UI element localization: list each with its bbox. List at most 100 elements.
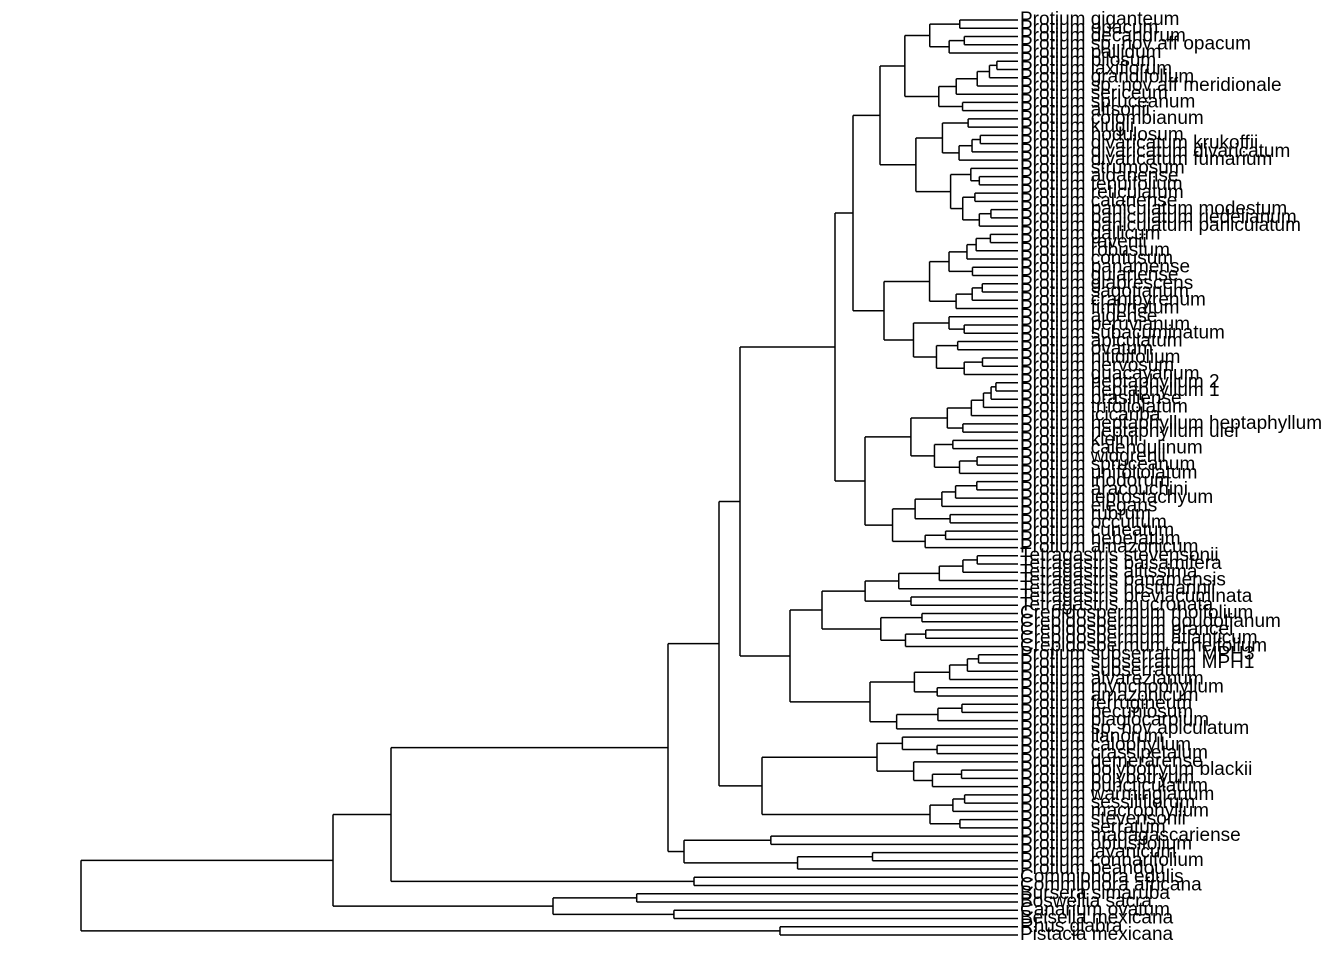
- tip-label: Tetragastris mucronata: [1020, 594, 1214, 615]
- tip-label: Protium rhynchophyllum: [1020, 677, 1224, 698]
- tip-label: Protium calophyllum: [1020, 734, 1191, 755]
- tip-label: Protium apiculatum: [1020, 331, 1183, 352]
- tip-label: Protium elegans: [1020, 495, 1157, 516]
- tip-label: Protium laxiflorum: [1020, 58, 1172, 79]
- tip-label: Protium pecuniosum: [1020, 701, 1193, 722]
- tip-label: Protium ravenii: [1020, 232, 1147, 253]
- tip-label: Rhus glabra: [1020, 916, 1123, 937]
- tip-label: Protium guacayanum: [1020, 363, 1200, 384]
- tip-label: Protium widgrenii: [1020, 446, 1166, 467]
- tip-label: Protium giganteum: [1020, 9, 1179, 30]
- tip-label: Protium connarifolium: [1020, 850, 1204, 871]
- tip-label: Crepidospermum atlanticum: [1020, 627, 1258, 648]
- tip-label: Protium polybotryum blackii: [1020, 759, 1252, 780]
- tip-label: Protium inodorum: [1020, 471, 1170, 492]
- tip-label: Protium heptaphyllum ulei: [1020, 421, 1239, 442]
- tip-label: Protium alvarezianum: [1020, 668, 1204, 689]
- tip-label: Protium ferrugineum: [1020, 693, 1192, 714]
- tip-label: Protium aidanense: [1020, 166, 1178, 187]
- tip-label: Protium altsonii: [1020, 100, 1150, 121]
- tip-label: Crepidospermum prancei: [1020, 619, 1233, 640]
- tip-label: Protium heptaphyllum heptaphyllum: [1020, 413, 1322, 434]
- tip-label: Tetragastris altissima: [1020, 561, 1198, 582]
- tip-label: Protium pilosum: [1020, 50, 1156, 71]
- tip-label: Protium decandrum: [1020, 26, 1186, 47]
- tip-label: Protium gallicum: [1020, 223, 1160, 244]
- tip-label: Protium stevensonii: [1020, 809, 1186, 830]
- tip-label: Protium pallidum: [1020, 42, 1162, 63]
- tip-label: Protium robustum: [1020, 240, 1170, 261]
- tip-label: Tetragastris hostmannii: [1020, 578, 1215, 599]
- tip-label: Protium ovatum: [1020, 339, 1153, 360]
- tip-label: Crepidospermum goudotianum: [1020, 611, 1281, 632]
- tip-label: Protium grandifolium: [1020, 67, 1194, 88]
- tip-label: Protium rubrum: [1020, 504, 1151, 525]
- tip-label: Protium amazonicum: [1020, 685, 1198, 706]
- tip-label: Protium trifoliolatum: [1020, 396, 1188, 417]
- tip-label: Protium reticulatum: [1020, 182, 1184, 203]
- tip-label: Protium guianense: [1020, 265, 1178, 286]
- tip-label: Tetragastris balsamifera: [1020, 553, 1222, 574]
- tip-label: Protium occultum: [1020, 512, 1167, 533]
- tip-label: Protium macrophyllum: [1020, 800, 1209, 821]
- tip-label: Protium javanicum: [1020, 842, 1176, 863]
- tip-label: Protium heptaphyllum 2: [1020, 372, 1220, 393]
- tip-label: Crepidospermum rhoifolium: [1020, 603, 1253, 624]
- tip-label: Protium aidense: [1020, 306, 1157, 327]
- tip-label: Protium klugii: [1020, 116, 1134, 137]
- tip-label: Protium subserratum MPH1: [1020, 652, 1254, 673]
- tip-label: Beiselia mexicana: [1020, 908, 1174, 929]
- tip-label: Protium aracouchini: [1020, 479, 1188, 500]
- tip-label: Protium panamense: [1020, 256, 1190, 277]
- tip-label: Protium subserratum MPH3: [1020, 644, 1254, 665]
- tip-label: Protium fimbriatum: [1020, 298, 1179, 319]
- tip-label: Protium subserratum: [1020, 660, 1196, 681]
- tip-label: Protium strumosum: [1020, 157, 1185, 178]
- tip-label: Protium peruvianum: [1020, 314, 1190, 335]
- tip-label: Protium hebetatum: [1020, 528, 1181, 549]
- tip-label: Protium icicariba: [1020, 405, 1161, 426]
- tip-label: Protium serratum: [1020, 817, 1166, 838]
- tip-label: Protium spruceanum: [1020, 454, 1195, 475]
- tip-label: Protium paniculatum paniculatum: [1020, 215, 1301, 236]
- tip-label: Protium unifoliolatum: [1020, 462, 1197, 483]
- tip-label: Protium obtusifolium: [1020, 833, 1192, 854]
- tip-label: Protium kleinii: [1020, 429, 1138, 450]
- tip-label: Protium beandou: [1020, 858, 1165, 879]
- tip-label: Protium opacum: [1020, 17, 1158, 38]
- tip-label: Protium sp. nov aff meridionale: [1020, 75, 1282, 96]
- tip-label: Boswellia sacra: [1020, 891, 1152, 912]
- tip-label: Tetragastris breviacuminata: [1020, 586, 1253, 607]
- tip-label: Protium polybotryum: [1020, 767, 1194, 788]
- tip-label: Tetragastris panamensis: [1020, 570, 1226, 591]
- tip-label: Protium nitidifolium: [1020, 347, 1181, 368]
- tip-label: Protium plagiocarpium: [1020, 710, 1209, 731]
- tip-label: Crepidospermum cuneifolium: [1020, 636, 1267, 657]
- tip-label: Protium sericeum: [1020, 83, 1168, 104]
- tip-label: Protium calendulinum: [1020, 438, 1203, 459]
- tip-label: Protium sagotianum: [1020, 281, 1189, 302]
- tip-label: Protium llanorum: [1020, 726, 1164, 747]
- tip-label: Protium subacuminatum: [1020, 322, 1225, 343]
- tip-label: Protium brasiliense: [1020, 388, 1182, 409]
- tip-label: Protium spruceanum: [1020, 91, 1195, 112]
- tip-label: Commiphora edulis: [1020, 866, 1184, 887]
- tip-label: Protium colombianum: [1020, 108, 1204, 129]
- tip-label: Protium glabrescens: [1020, 273, 1193, 294]
- tip-label: Protium confusum: [1020, 248, 1173, 269]
- tip-label: Protium crassipetalum: [1020, 743, 1208, 764]
- tip-label: Protium paniculatum riedelianum: [1020, 207, 1297, 228]
- tip-label: Protium cuneatum: [1020, 520, 1174, 541]
- tip-label: Protium sp. nov aff opacum: [1020, 34, 1251, 55]
- tip-label: Protium divaricatum divaricatum: [1020, 141, 1290, 162]
- tip-label: Pistacia mexicana: [1020, 924, 1174, 945]
- tip-label: Protium warmingianum: [1020, 784, 1214, 805]
- tip-label: Tetragastris stevensonii: [1020, 545, 1219, 566]
- tip-label: Protium leptostachyum: [1020, 487, 1213, 508]
- tip-label: Protium divaricatum krukoffii: [1020, 133, 1258, 154]
- tip-label: Protium nervosum: [1020, 355, 1174, 376]
- tip-label: Protium divaricatum fumarium: [1020, 149, 1272, 170]
- tip-label: Canarium ovatum: [1020, 899, 1170, 920]
